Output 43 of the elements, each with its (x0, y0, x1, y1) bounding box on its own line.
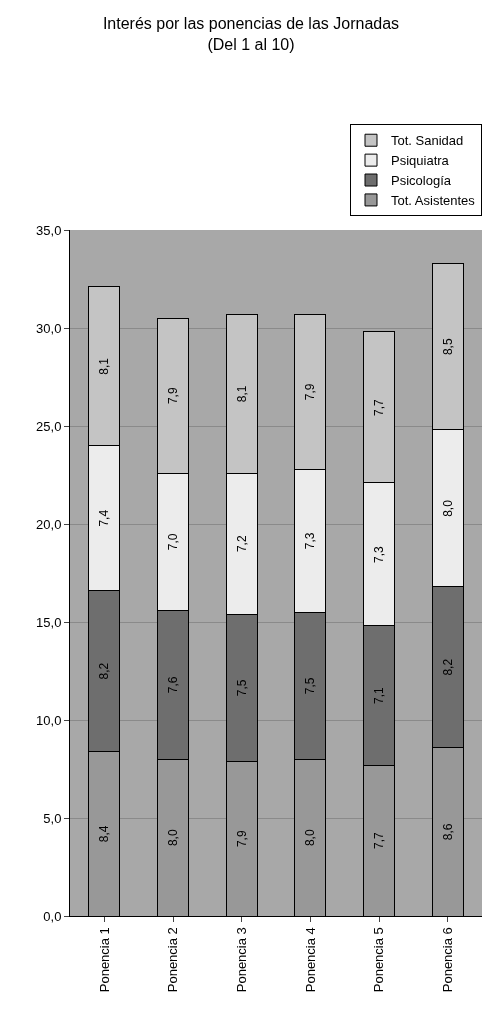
y-tick-label: 10,0 (36, 712, 62, 728)
data-label: 8,1 (234, 385, 249, 403)
y-tick-label: 5,0 (43, 810, 62, 826)
data-label: 8,0 (303, 829, 318, 847)
data-label: 7,6 (166, 676, 180, 694)
data-label: 7,7 (372, 832, 386, 850)
data-label: 7,0 (166, 533, 180, 551)
y-tick-label: 25,0 (36, 418, 62, 434)
y-tick-label: 35,0 (36, 222, 62, 238)
x-tick-label: Ponencia 1 (96, 927, 112, 993)
data-label: 7,5 (303, 677, 318, 695)
legend-label: Tot. Sanidad (391, 133, 464, 149)
data-label: 7,1 (372, 687, 386, 704)
data-label: 8,1 (97, 357, 112, 375)
data-label: 8,2 (440, 658, 455, 676)
data-label: 7,7 (372, 398, 386, 416)
y-tick-label: 15,0 (36, 614, 62, 630)
x-tick-label: Ponencia 2 (165, 927, 181, 993)
y-tick-label: 30,0 (36, 320, 62, 336)
data-label: 8,4 (97, 825, 112, 843)
data-label: 8,6 (440, 823, 455, 841)
data-label: 7,3 (372, 545, 386, 563)
data-label: 7,9 (234, 830, 249, 848)
x-tick-label: Ponencia 6 (439, 927, 455, 993)
data-label: 8,5 (440, 338, 455, 356)
data-label: 8,0 (440, 499, 455, 517)
data-label: 8,2 (97, 662, 112, 680)
data-label: 8,0 (166, 829, 180, 847)
data-label: 7,2 (234, 535, 249, 553)
data-label: 7,9 (303, 383, 318, 401)
legend-label: Psicología (391, 173, 452, 189)
x-tick-label: Ponencia 5 (371, 927, 387, 993)
y-tick-label: 20,0 (36, 516, 62, 532)
data-label: 7,3 (303, 532, 318, 550)
y-tick-label: 0,0 (43, 908, 62, 924)
data-label: 7,9 (166, 387, 180, 405)
x-tick-label: Ponencia 4 (302, 927, 318, 993)
legend-label: Tot. Asistentes (391, 193, 476, 208)
x-tick-label: Ponencia 3 (233, 927, 249, 993)
chart-title: Interés por las ponencias de las Jornadas (Del 1 al 10) (102, 15, 400, 54)
data-label: 7,5 (234, 679, 249, 697)
legend-label: Psiquiatra (391, 153, 450, 169)
data-label: 7,4 (97, 509, 112, 527)
